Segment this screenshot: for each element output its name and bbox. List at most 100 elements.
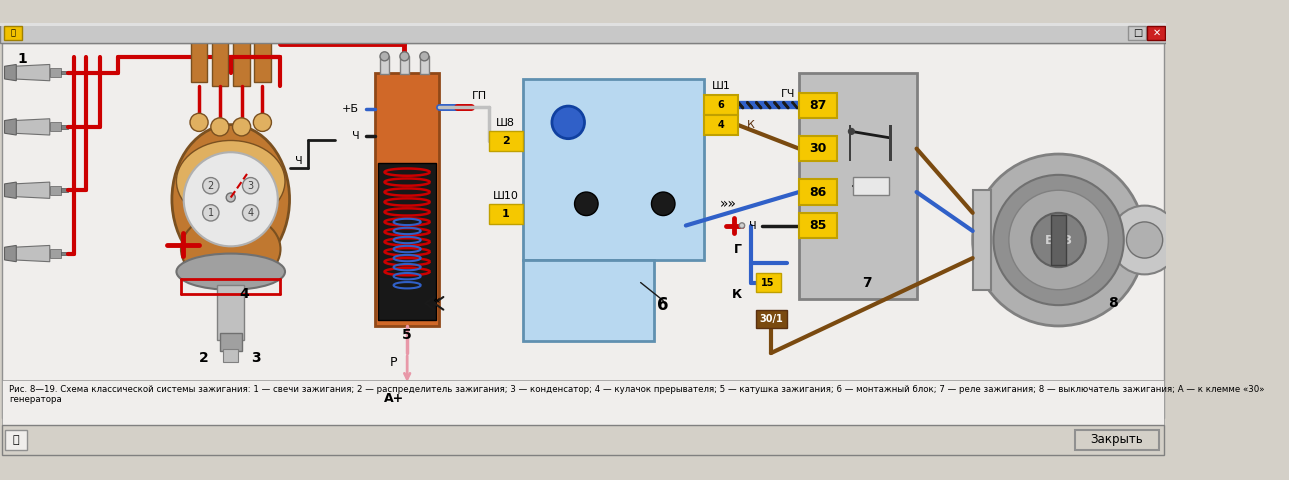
Bar xyxy=(378,163,436,320)
Bar xyxy=(489,204,523,224)
Text: Ш10: Ш10 xyxy=(492,191,518,201)
Bar xyxy=(420,56,429,74)
Circle shape xyxy=(973,154,1145,326)
Text: Р: Р xyxy=(389,356,397,369)
Text: ✕: ✕ xyxy=(1152,28,1160,38)
Text: 2: 2 xyxy=(501,136,509,146)
Text: 87: 87 xyxy=(809,99,826,112)
Bar xyxy=(50,249,61,258)
Bar xyxy=(61,252,68,255)
Bar xyxy=(523,260,655,341)
Circle shape xyxy=(994,175,1124,305)
Bar xyxy=(523,79,704,260)
Text: +Б: +Б xyxy=(342,104,360,114)
Text: 1: 1 xyxy=(208,208,214,218)
Bar xyxy=(50,186,61,195)
Ellipse shape xyxy=(177,141,285,222)
Ellipse shape xyxy=(171,125,290,274)
Text: 86: 86 xyxy=(809,186,826,199)
Circle shape xyxy=(242,178,259,194)
Text: А+: А+ xyxy=(383,392,403,405)
Circle shape xyxy=(1127,222,1163,258)
Text: ВАЗ: ВАЗ xyxy=(1044,233,1072,247)
Bar xyxy=(61,125,68,129)
Polygon shape xyxy=(1052,215,1066,265)
Bar xyxy=(254,36,271,82)
Circle shape xyxy=(1009,190,1109,290)
Text: 4: 4 xyxy=(247,208,254,218)
Text: □: □ xyxy=(1133,28,1142,38)
Bar xyxy=(400,56,409,74)
Text: Ш8: Ш8 xyxy=(496,118,516,128)
Polygon shape xyxy=(5,64,17,81)
Text: К: К xyxy=(748,120,755,130)
Bar xyxy=(1,43,1164,418)
Text: Ч: Ч xyxy=(352,131,360,141)
Circle shape xyxy=(552,106,584,139)
Bar xyxy=(220,333,241,351)
Bar xyxy=(61,71,68,74)
Bar xyxy=(889,125,892,161)
Text: 8: 8 xyxy=(1109,296,1118,311)
Circle shape xyxy=(202,204,219,221)
Text: 15: 15 xyxy=(762,277,775,288)
Bar xyxy=(61,189,68,192)
Circle shape xyxy=(575,192,598,216)
Polygon shape xyxy=(14,119,50,135)
Bar xyxy=(704,95,739,115)
Circle shape xyxy=(739,223,745,228)
Polygon shape xyxy=(5,245,17,262)
Text: Г: Г xyxy=(733,242,741,255)
Text: 4: 4 xyxy=(240,288,249,301)
Text: 30: 30 xyxy=(809,142,826,155)
Circle shape xyxy=(183,152,277,246)
Circle shape xyxy=(848,128,855,135)
Bar xyxy=(489,132,523,151)
Circle shape xyxy=(1031,213,1085,267)
Polygon shape xyxy=(5,182,17,198)
Bar xyxy=(1128,25,1146,40)
Text: «: « xyxy=(433,294,441,307)
Bar xyxy=(380,56,389,74)
Text: 4: 4 xyxy=(718,120,724,130)
Bar xyxy=(799,213,837,238)
Bar xyxy=(1075,430,1159,450)
Text: 5: 5 xyxy=(402,328,412,342)
Text: 1: 1 xyxy=(18,52,27,66)
Bar xyxy=(799,136,837,161)
Bar xyxy=(755,274,781,291)
Polygon shape xyxy=(14,182,50,198)
Text: Рис. 8—19. Схема классической системы зажигания: 1 — свечи зажигания; 2 — распре: Рис. 8—19. Схема классической системы за… xyxy=(9,385,1265,404)
Text: 7: 7 xyxy=(862,276,871,289)
Text: 85: 85 xyxy=(809,219,826,232)
Text: 3: 3 xyxy=(247,180,254,191)
Text: 🚗: 🚗 xyxy=(10,28,15,37)
Text: Ш1: Ш1 xyxy=(712,81,731,91)
Bar xyxy=(191,36,208,82)
Circle shape xyxy=(651,192,675,216)
Circle shape xyxy=(202,178,219,194)
Ellipse shape xyxy=(180,213,281,285)
Bar xyxy=(4,25,22,40)
Polygon shape xyxy=(14,245,50,262)
Bar xyxy=(5,430,27,450)
Circle shape xyxy=(211,118,229,136)
Ellipse shape xyxy=(177,253,285,290)
Circle shape xyxy=(189,113,208,132)
Bar xyxy=(50,122,61,132)
Bar xyxy=(973,190,991,290)
Circle shape xyxy=(1110,205,1179,275)
Bar xyxy=(223,348,238,362)
Bar xyxy=(0,23,1167,43)
Text: 6: 6 xyxy=(718,100,724,110)
Circle shape xyxy=(242,204,259,221)
Bar xyxy=(375,72,438,326)
Circle shape xyxy=(254,113,272,132)
Bar xyxy=(1,380,1164,425)
Circle shape xyxy=(232,118,250,136)
Bar xyxy=(1147,25,1165,40)
Bar xyxy=(704,115,739,135)
Text: ГЧ: ГЧ xyxy=(781,89,795,99)
Text: К: К xyxy=(732,288,742,301)
Text: 6: 6 xyxy=(657,296,669,314)
